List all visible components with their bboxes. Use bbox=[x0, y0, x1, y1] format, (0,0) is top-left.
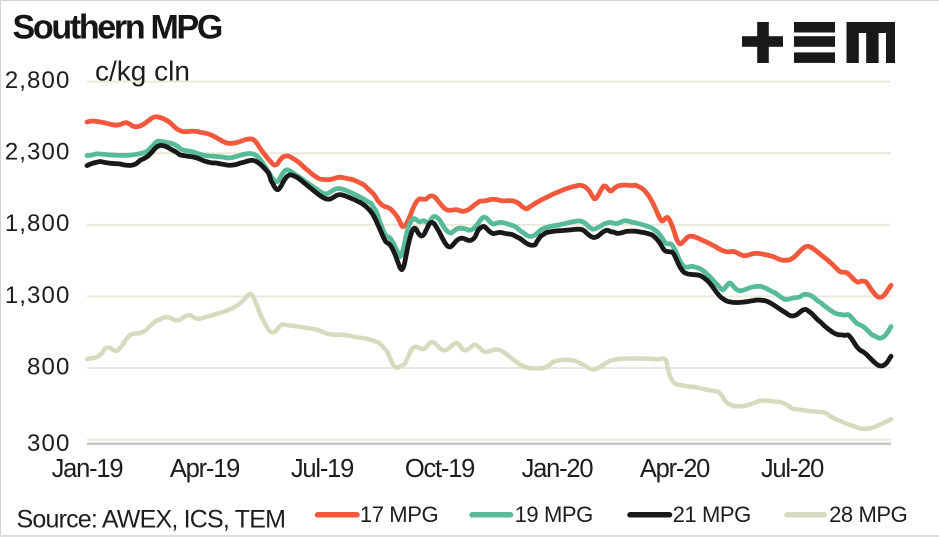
svg-text:Apr-20: Apr-20 bbox=[640, 455, 710, 483]
svg-text:800: 800 bbox=[27, 353, 70, 380]
svg-text:2,300: 2,300 bbox=[5, 139, 71, 166]
svg-text:Source: AWEX, ICS, TEM: Source: AWEX, ICS, TEM bbox=[17, 506, 286, 534]
svg-text:300: 300 bbox=[27, 430, 70, 457]
svg-text:c/kg cln: c/kg cln bbox=[95, 56, 190, 87]
svg-text:Southern MPG: Southern MPG bbox=[13, 9, 222, 47]
svg-text:Jan-19: Jan-19 bbox=[52, 455, 123, 483]
svg-text:Jan-20: Jan-20 bbox=[522, 455, 594, 483]
svg-text:28 MPG: 28 MPG bbox=[829, 502, 907, 527]
svg-text:1,800: 1,800 bbox=[5, 210, 71, 237]
svg-text:Apr-19: Apr-19 bbox=[170, 455, 239, 483]
svg-text:Jul-19: Jul-19 bbox=[291, 455, 353, 483]
svg-text:19 MPG: 19 MPG bbox=[515, 502, 593, 527]
svg-text:Jul-20: Jul-20 bbox=[761, 455, 824, 483]
svg-text:21 MPG: 21 MPG bbox=[673, 502, 751, 527]
svg-text:2,800: 2,800 bbox=[5, 67, 71, 94]
svg-text:1,300: 1,300 bbox=[5, 282, 71, 309]
svg-text:Oct-19: Oct-19 bbox=[405, 455, 474, 483]
svg-text:17 MPG: 17 MPG bbox=[360, 502, 438, 527]
